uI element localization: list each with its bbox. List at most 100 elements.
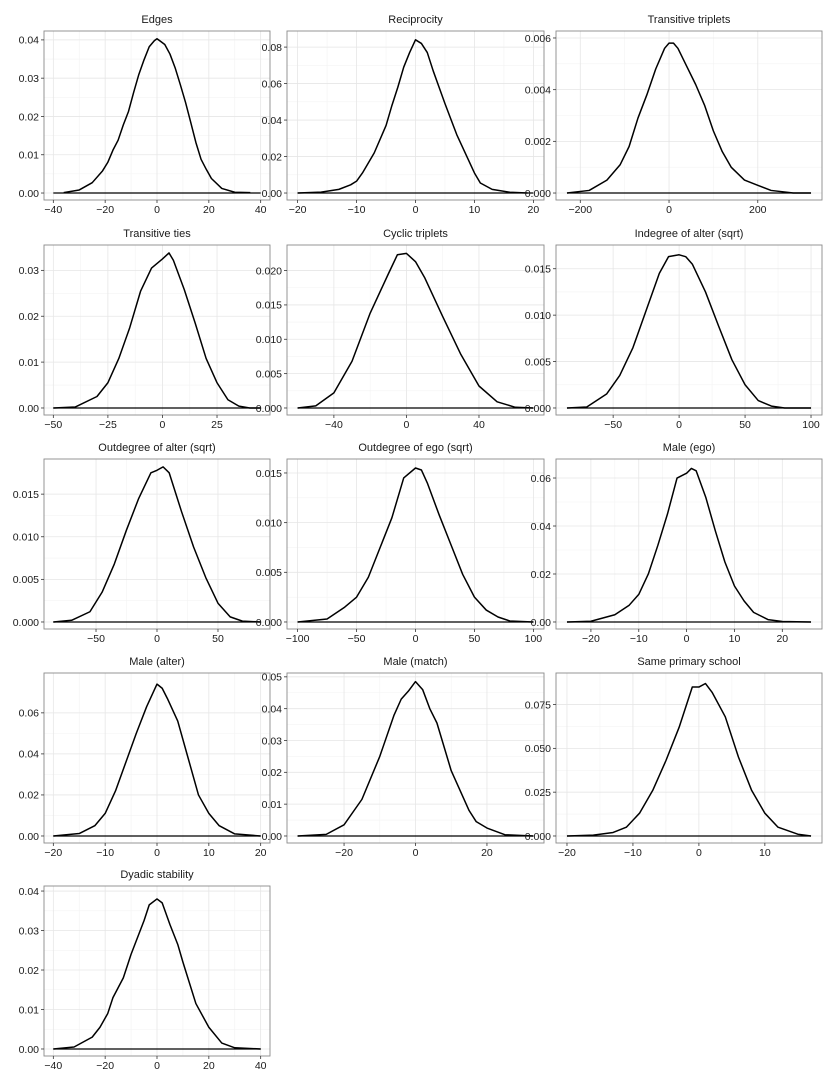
y-tick-label: 0.02: [262, 151, 283, 163]
plot-area: [44, 245, 270, 415]
y-tick-label: 0.010: [525, 310, 551, 322]
y-tick-label: 0.00: [262, 188, 283, 200]
y-tick-label: 0.05: [262, 672, 283, 684]
y-tick-label: 0.00: [19, 1044, 40, 1056]
panel-title: Dyadic stability: [120, 869, 194, 881]
x-tick-label: 20: [776, 633, 788, 645]
y-tick-label: 0.000: [525, 831, 551, 843]
panel-border: [555, 458, 823, 630]
y-tick-label: 0.04: [19, 749, 40, 761]
y-tick-label: 0.00: [19, 188, 40, 200]
y-tick-label: 0.04: [531, 521, 552, 533]
x-tick-label: 200: [749, 204, 767, 216]
panel-2: −20 −10 0 10 20 0.00 0.02 0.04 0.06 0.08 Reciproci…: [262, 14, 545, 216]
y-tick-label: 0.01: [262, 799, 283, 811]
x-tick-label: −10: [96, 847, 114, 859]
y-tick-label: 0.000: [256, 403, 282, 415]
x-tick-label: 10: [469, 204, 481, 216]
panel-title: Transitive ties: [123, 228, 191, 240]
y-tick-label: 0.005: [13, 574, 39, 586]
panel-title: Same primary school: [637, 656, 740, 668]
x-tick-label: 50: [212, 633, 224, 645]
panel-title: Male (match): [383, 656, 447, 668]
x-tick-label: 0: [154, 1060, 160, 1072]
x-tick-label: −10: [630, 633, 648, 645]
y-tick-label: 0.025: [525, 787, 551, 799]
x-tick-label: −50: [87, 633, 105, 645]
x-tick-label: 20: [255, 847, 267, 859]
density-curve: [297, 39, 528, 194]
panel-13: −40 −20 0 20 40 0.00 0.01 0.02 0.03 0.04 Dyadic st…: [19, 869, 271, 1072]
x-tick-label: −20: [558, 847, 576, 859]
x-tick-label: 100: [525, 633, 543, 645]
y-tick-label: 0.02: [19, 965, 40, 977]
x-tick-label: 10: [759, 847, 771, 859]
panel-9: −20 −10 0 10 20 0.00 0.02 0.04 0.06 Male (ego): [531, 442, 823, 645]
x-tick-label: 25: [211, 419, 223, 431]
x-tick-label: 10: [729, 633, 741, 645]
panel-6: −50 0 50 100 0.000 0.005 0.010 0.015 Indegree of…: [525, 228, 823, 431]
y-tick-label: 0.015: [256, 300, 282, 312]
x-tick-label: −10: [348, 204, 366, 216]
panel-7: −50 0 50 0.000 0.005 0.010 0.015 Outdegree of a…: [13, 442, 271, 645]
x-tick-label: −200: [568, 204, 592, 216]
x-tick-label: 100: [802, 419, 820, 431]
plot-area: [556, 673, 822, 843]
x-tick-label: 20: [203, 1060, 215, 1072]
x-tick-label: 0: [413, 847, 419, 859]
panel-10: −20 −10 0 10 20 0.00 0.02 0.04 0.06 Male (alter): [19, 656, 271, 859]
density-curve: [566, 42, 812, 194]
x-tick-label: 40: [255, 1060, 267, 1072]
x-tick-label: 50: [739, 419, 751, 431]
panel-title: Edges: [141, 14, 173, 26]
x-tick-label: 0: [413, 633, 419, 645]
panel-3: −200 0 200 0.000 0.002 0.004 0.006 Transitive t…: [525, 14, 823, 216]
x-tick-label: 0: [684, 633, 690, 645]
y-tick-label: 0.00: [19, 403, 40, 415]
y-tick-label: 0.006: [525, 33, 551, 45]
density-curve: [297, 467, 534, 623]
x-tick-label: 0: [696, 847, 702, 859]
x-tick-label: −20: [289, 204, 307, 216]
y-tick-label: 0.015: [525, 264, 551, 276]
x-tick-label: 0: [154, 633, 160, 645]
x-tick-label: −50: [44, 419, 62, 431]
density-curve: [566, 467, 812, 623]
y-tick-label: 0.01: [19, 1004, 40, 1016]
y-tick-label: 0.020: [256, 265, 282, 277]
density-curve: [63, 37, 251, 194]
x-tick-label: 40: [473, 419, 485, 431]
x-tick-label: −25: [99, 419, 117, 431]
y-tick-label: 0.00: [531, 617, 552, 629]
panel-8: −100 −50 0 50 100 0.000 0.005 0.010 0.015 Outdegr…: [256, 442, 545, 645]
y-tick-label: 0.02: [19, 790, 40, 802]
x-tick-label: −40: [44, 204, 62, 216]
density-curve: [53, 252, 261, 409]
x-tick-label: 20: [203, 204, 215, 216]
panel-12: −20 −10 0 10 0.000 0.025 0.050 0.075 Same primar…: [525, 656, 823, 859]
y-tick-label: 0.050: [525, 743, 551, 755]
y-tick-label: 0.03: [19, 925, 40, 937]
panel-title: Male (alter): [129, 656, 185, 668]
x-tick-label: −40: [44, 1060, 62, 1072]
y-tick-label: 0.02: [19, 111, 40, 123]
y-tick-label: 0.06: [262, 78, 283, 90]
plot-area: [287, 245, 544, 415]
y-tick-label: 0.04: [19, 886, 40, 898]
x-tick-label: −50: [604, 419, 622, 431]
x-tick-label: −20: [96, 204, 114, 216]
x-tick-label: 0: [154, 204, 160, 216]
plot-area: [556, 245, 822, 415]
y-tick-label: 0.075: [525, 699, 551, 711]
y-tick-label: 0.04: [262, 115, 283, 127]
y-tick-label: 0.004: [525, 84, 551, 96]
panel-5: −40 0 40 0.000 0.005 0.010 0.015 0.020 Cyclic tr…: [256, 228, 545, 431]
panel-border: [286, 244, 545, 416]
panel-4: −50 −25 0 25 0.00 0.01 0.02 0.03 Transitive ties: [19, 228, 271, 431]
y-tick-label: 0.06: [531, 473, 552, 485]
y-tick-label: 0.005: [256, 567, 282, 579]
x-tick-label: −20: [44, 847, 62, 859]
x-tick-label: 50: [469, 633, 481, 645]
y-tick-label: 0.015: [13, 489, 39, 501]
